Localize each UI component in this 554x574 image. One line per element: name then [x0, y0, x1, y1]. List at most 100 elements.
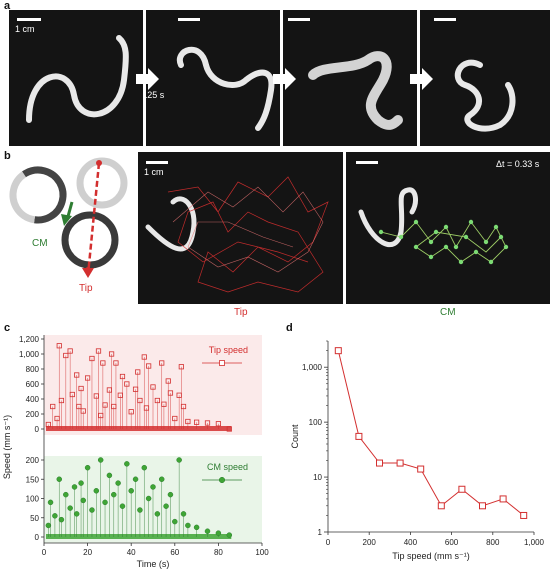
tip-point	[154, 397, 160, 404]
tip-caption: Tip	[234, 307, 248, 318]
worm-shape-2	[176, 46, 275, 131]
tip-legend-marker	[219, 360, 225, 366]
tip-point	[45, 421, 51, 428]
cm-point	[58, 516, 65, 523]
cm-point	[119, 503, 126, 509]
tip-point	[80, 408, 86, 414]
tick-label: 0	[42, 548, 47, 557]
scale-bar	[178, 18, 200, 21]
cm-trajectory-image: Δt = 0.33 s	[346, 152, 550, 304]
tip-point	[226, 426, 232, 432]
panel-a-frame-3	[283, 10, 417, 146]
cm-point	[150, 484, 156, 490]
tip-trajectory	[145, 176, 329, 293]
tick-label: 150	[26, 475, 40, 484]
cm-point	[78, 480, 84, 486]
cm-point	[71, 484, 78, 490]
panel-a-frames: 1 cm Δt = 0.125 s	[9, 10, 550, 146]
tip-point	[78, 385, 84, 392]
tip-baseline-band	[46, 426, 232, 431]
cm-point	[193, 524, 200, 531]
cm-point	[226, 532, 233, 538]
tick-label: 200	[26, 410, 40, 419]
count-point	[499, 495, 507, 503]
tip-point	[172, 415, 178, 422]
panel-d-label: d	[286, 322, 293, 334]
tip-point	[119, 373, 126, 380]
tick-label: 0	[35, 425, 40, 434]
cm-label: CM	[32, 238, 48, 249]
cm-point	[84, 464, 91, 471]
cm-point	[106, 472, 113, 479]
cm-point	[180, 511, 187, 517]
cm-point	[115, 480, 121, 486]
panel-a-frame-1: 1 cm	[9, 10, 143, 146]
tip-speed-histogram: 1 10 100 1,000 0 200 400 600 800 1,000 Count Tip sp…	[290, 340, 545, 561]
worm-shape-3	[308, 51, 403, 130]
count-point	[520, 511, 528, 519]
cm-point	[73, 511, 80, 517]
tip-point	[56, 343, 62, 349]
cm-point	[47, 499, 54, 506]
tick-label: 100	[26, 495, 40, 504]
cm-point	[154, 511, 161, 517]
scale-bar	[146, 161, 168, 164]
cm-point	[158, 476, 165, 482]
tick-label: 1,000	[302, 363, 323, 372]
cm-point	[163, 503, 169, 509]
worm-shape-1	[26, 35, 129, 123]
worm-shape-4	[454, 59, 516, 132]
tip-point	[159, 360, 165, 366]
count-point	[396, 459, 404, 467]
cm-point	[63, 491, 69, 498]
tick-label: 1,000	[524, 538, 545, 547]
cm-point	[124, 461, 130, 467]
tip-point	[85, 375, 91, 381]
cm-point	[176, 457, 182, 463]
tip-point	[63, 352, 69, 359]
tick-label: 200	[363, 538, 377, 547]
y-axis-label: Count	[290, 424, 300, 449]
tip-legend-label: Tip speed	[209, 345, 248, 355]
tick-label: 0	[326, 538, 331, 547]
cm-point	[204, 528, 211, 534]
x-axis-label: Tip speed (mm s⁻¹)	[392, 551, 469, 561]
tip-point	[74, 372, 80, 378]
arrows	[136, 68, 433, 90]
cm-point	[67, 505, 73, 511]
count-point	[334, 347, 342, 355]
arrow-icon	[273, 68, 296, 90]
tip-point	[67, 348, 73, 354]
tip-point	[193, 419, 200, 425]
dt-label-a: Δt = 0.125 s	[146, 90, 165, 100]
tick-label: 400	[404, 538, 418, 547]
cm-point	[141, 464, 148, 471]
cm-point	[132, 476, 139, 482]
panel-a-frame-2: Δt = 0.125 s	[146, 10, 280, 146]
tip-point	[150, 384, 156, 390]
panel-a-label: a	[4, 0, 11, 12]
tick-label: 1,000	[19, 350, 40, 359]
dt-label-b: Δt = 0.33 s	[496, 159, 540, 169]
count-point	[458, 485, 466, 493]
y-axis-label: Speed (mm s⁻¹)	[2, 415, 12, 479]
tip-point	[58, 397, 65, 404]
tip-point	[102, 402, 108, 408]
tick-label: 50	[30, 514, 39, 523]
cm-points	[378, 219, 509, 265]
tip-point	[204, 420, 211, 426]
tick-label: 1	[318, 528, 323, 537]
scale-bar	[356, 161, 378, 164]
cm-point	[80, 497, 86, 504]
scale-label: 1 cm	[15, 24, 35, 34]
cm-point	[185, 522, 191, 529]
cm-point	[97, 457, 104, 463]
scale-bar	[434, 18, 456, 21]
tick-label: 600	[26, 380, 40, 389]
tick-label: 800	[26, 365, 40, 374]
cm-legend-marker	[218, 476, 226, 484]
tip-point	[161, 401, 167, 407]
tip-trajectory-image: 1 cm	[138, 152, 343, 304]
cm-point	[172, 518, 178, 525]
scale-label: 1 cm	[144, 167, 164, 177]
